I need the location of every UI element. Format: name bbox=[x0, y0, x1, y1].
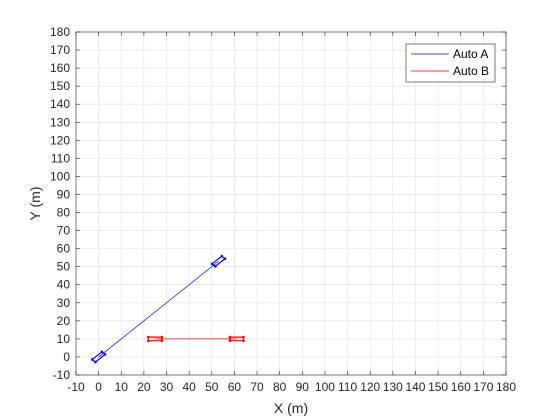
vehicle-wheel bbox=[160, 335, 164, 339]
x-tick-label: 180 bbox=[496, 380, 516, 394]
x-tick-label: 160 bbox=[451, 380, 471, 394]
y-tick-label: 100 bbox=[50, 169, 70, 183]
y-tick-label: 60 bbox=[57, 242, 71, 256]
vehicle-wheel bbox=[242, 335, 245, 339]
legend-box bbox=[405, 43, 496, 83]
x-tick-label: 50 bbox=[205, 380, 219, 394]
x-tick-label: 40 bbox=[182, 380, 196, 394]
x-tick-label: 120 bbox=[360, 380, 380, 394]
vehicle-wheel bbox=[210, 262, 214, 266]
vehicle-wheel bbox=[94, 360, 97, 364]
vehicle-wheel bbox=[100, 350, 104, 354]
vehicle-wheel bbox=[223, 257, 227, 261]
x-tick-label: 140 bbox=[405, 380, 425, 394]
x-axis-label: X (m) bbox=[274, 400, 308, 416]
y-axis-label: Y (m) bbox=[27, 187, 43, 221]
y-tick-label: 170 bbox=[50, 43, 70, 57]
y-tick-label: 50 bbox=[57, 260, 71, 274]
y-tick-label: 160 bbox=[50, 61, 70, 75]
legend: Auto A Auto B bbox=[405, 43, 496, 83]
y-tick-label: 180 bbox=[50, 25, 70, 39]
y-tick-label: 130 bbox=[50, 115, 70, 129]
series-line-1 bbox=[98, 260, 219, 358]
vehicle-wheel bbox=[242, 339, 245, 343]
vehicle-box-2-2 bbox=[228, 335, 245, 343]
vehicle-wheel bbox=[147, 335, 150, 339]
x-tick-label: 130 bbox=[383, 380, 403, 394]
y-tick-label: 20 bbox=[57, 314, 71, 328]
x-tick-label: 110 bbox=[338, 380, 357, 394]
vehicle-wheel bbox=[220, 254, 224, 258]
vehicle-wheel bbox=[147, 339, 150, 343]
y-tick-label: 90 bbox=[57, 187, 71, 201]
axes-box bbox=[75, 31, 507, 376]
plot-series bbox=[90, 254, 245, 364]
x-tick-label: 150 bbox=[428, 380, 448, 394]
x-tick-label: 30 bbox=[160, 380, 174, 394]
x-tick-label: 0 bbox=[95, 380, 102, 394]
y-tick-label: 70 bbox=[57, 224, 71, 238]
x-tick-label: 170 bbox=[473, 380, 493, 394]
legend-label: Auto B bbox=[453, 64, 489, 78]
vehicle-wheel bbox=[90, 358, 94, 361]
x-tick-label: 70 bbox=[250, 380, 264, 394]
x-tick-label: 10 bbox=[115, 380, 129, 394]
y-tick-label: 150 bbox=[50, 79, 70, 93]
y-tick-label: 120 bbox=[50, 133, 70, 147]
axis-ticks: -10 0 10 20 30 40 50 60 70 80 90 100 110 120 130 140 150… bbox=[50, 25, 516, 394]
vehicle-box-2-1 bbox=[147, 335, 164, 343]
x-tick-label: -10 bbox=[67, 380, 85, 394]
y-tick-label: -10 bbox=[53, 368, 71, 382]
x-tick-label: 100 bbox=[315, 380, 335, 394]
vehicle-wheel bbox=[160, 339, 164, 343]
vehicle-box-1-2 bbox=[210, 254, 227, 268]
legend-item-2: Auto B bbox=[411, 64, 489, 78]
y-tick-label: 40 bbox=[57, 278, 71, 292]
y-tick-label: 30 bbox=[57, 296, 71, 310]
x-tick-label: 90 bbox=[296, 380, 310, 394]
x-tick-label: 20 bbox=[137, 380, 151, 394]
vehicle-box-1-1 bbox=[90, 350, 107, 364]
vehicle-wheel bbox=[228, 339, 232, 343]
y-tick-label: 0 bbox=[63, 350, 70, 364]
vehicle-wheel bbox=[214, 265, 217, 268]
legend-item-1: Auto A bbox=[411, 47, 488, 61]
vehicle-wheel bbox=[228, 335, 232, 339]
y-tick-label: 110 bbox=[51, 151, 70, 165]
vehicle-wheel bbox=[103, 353, 107, 356]
x-tick-label: 60 bbox=[228, 380, 242, 394]
x-tick-label: 80 bbox=[273, 380, 287, 394]
legend-label: Auto A bbox=[453, 47, 488, 61]
y-tick-label: 10 bbox=[57, 332, 71, 346]
y-tick-label: 80 bbox=[57, 206, 71, 220]
y-tick-label: 140 bbox=[50, 97, 70, 111]
